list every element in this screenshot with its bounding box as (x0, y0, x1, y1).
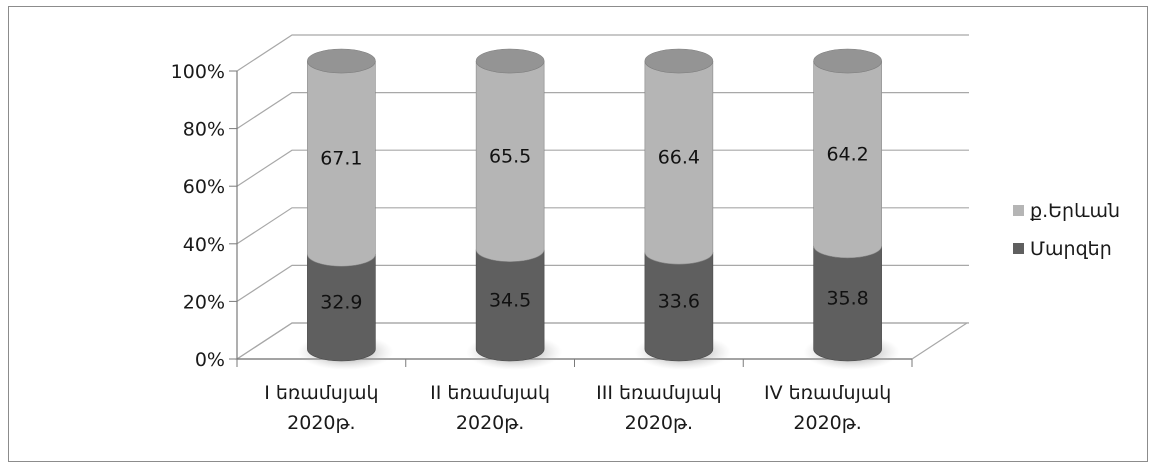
legend-swatch (1013, 243, 1024, 254)
x-category-label-line: II եռամսյակ (430, 382, 550, 404)
data-labels: 32.9 67.1 34.5 65.5 33.6 66.4 35.8 64.2 (320, 143, 869, 313)
data-label: 34.5 (489, 289, 531, 311)
x-category-label-line: 2020թ. (456, 412, 524, 434)
bar-segment (644, 48, 714, 265)
bar-top-cap (813, 48, 882, 74)
bar-segment (307, 48, 376, 267)
legend-item: Մարզեր (1013, 238, 1112, 260)
bar-top-cap (644, 48, 714, 74)
gridline (236, 149, 969, 187)
data-label: 66.4 (658, 147, 700, 169)
bar-segment (813, 48, 882, 259)
legend: ք.Երևան Մարզեր (1013, 200, 1120, 260)
y-tick-label: 60% (183, 176, 225, 198)
axes: 0%20%40%60%80%100%I եռամսյակ 2020թ.II եռա… (171, 61, 913, 434)
chart-frame: 0% 20% 40% 60% 80% 100% I եռամսյակ 2020թ. II եռա… (8, 6, 1148, 462)
gridline (236, 264, 969, 302)
data-label: 35.8 (826, 287, 868, 309)
x-category-label-line: 2020թ. (287, 412, 355, 434)
legend-label: Մարզեր (1030, 238, 1112, 260)
data-label: 64.2 (826, 143, 868, 165)
bars (297, 48, 900, 370)
data-label: 32.9 (320, 292, 362, 314)
gridline (236, 34, 969, 72)
y-tick-label: 0% (195, 349, 225, 371)
data-label: 33.6 (658, 291, 700, 313)
x-category-label-line: I եռամսյակ (264, 382, 378, 404)
x-category-label-line: IV եռամսյակ (764, 382, 891, 404)
y-tick-label: 100% (171, 61, 225, 83)
legend-swatch (1013, 205, 1024, 216)
bar-segment (475, 48, 545, 262)
legend-item: ք.Երևան (1013, 200, 1120, 222)
gridline (236, 91, 969, 130)
data-label: 65.5 (489, 145, 531, 167)
gridlines (234, 34, 970, 360)
x-category-label-line: III եռամսյակ (596, 382, 722, 404)
y-tick-label: 80% (183, 119, 225, 141)
bar-top-cap (475, 48, 545, 74)
gridline (236, 207, 969, 245)
data-label: 67.1 (320, 148, 362, 170)
x-category-label: II եռամսյակ 2020թ. (430, 382, 550, 434)
x-category-label-line: 2020թ. (625, 412, 693, 434)
x-category-label: III եռամսյակ 2020թ. (596, 382, 722, 434)
bar-top-cap (307, 48, 376, 74)
x-category-label: IV եռամսյակ 2020թ. (764, 382, 891, 434)
stacked-cylinder-chart: 0%20%40%60%80%100%I եռամսյակ 2020թ.II եռա… (171, 34, 1120, 434)
y-tick-label: 20% (183, 291, 225, 313)
legend-label: ք.Երևան (1030, 200, 1120, 222)
x-category-label: I եռամսյակ 2020թ. (264, 382, 378, 434)
y-tick-label: 40% (183, 234, 225, 256)
x-category-label-line: 2020թ. (793, 412, 861, 434)
gridline (236, 322, 969, 360)
